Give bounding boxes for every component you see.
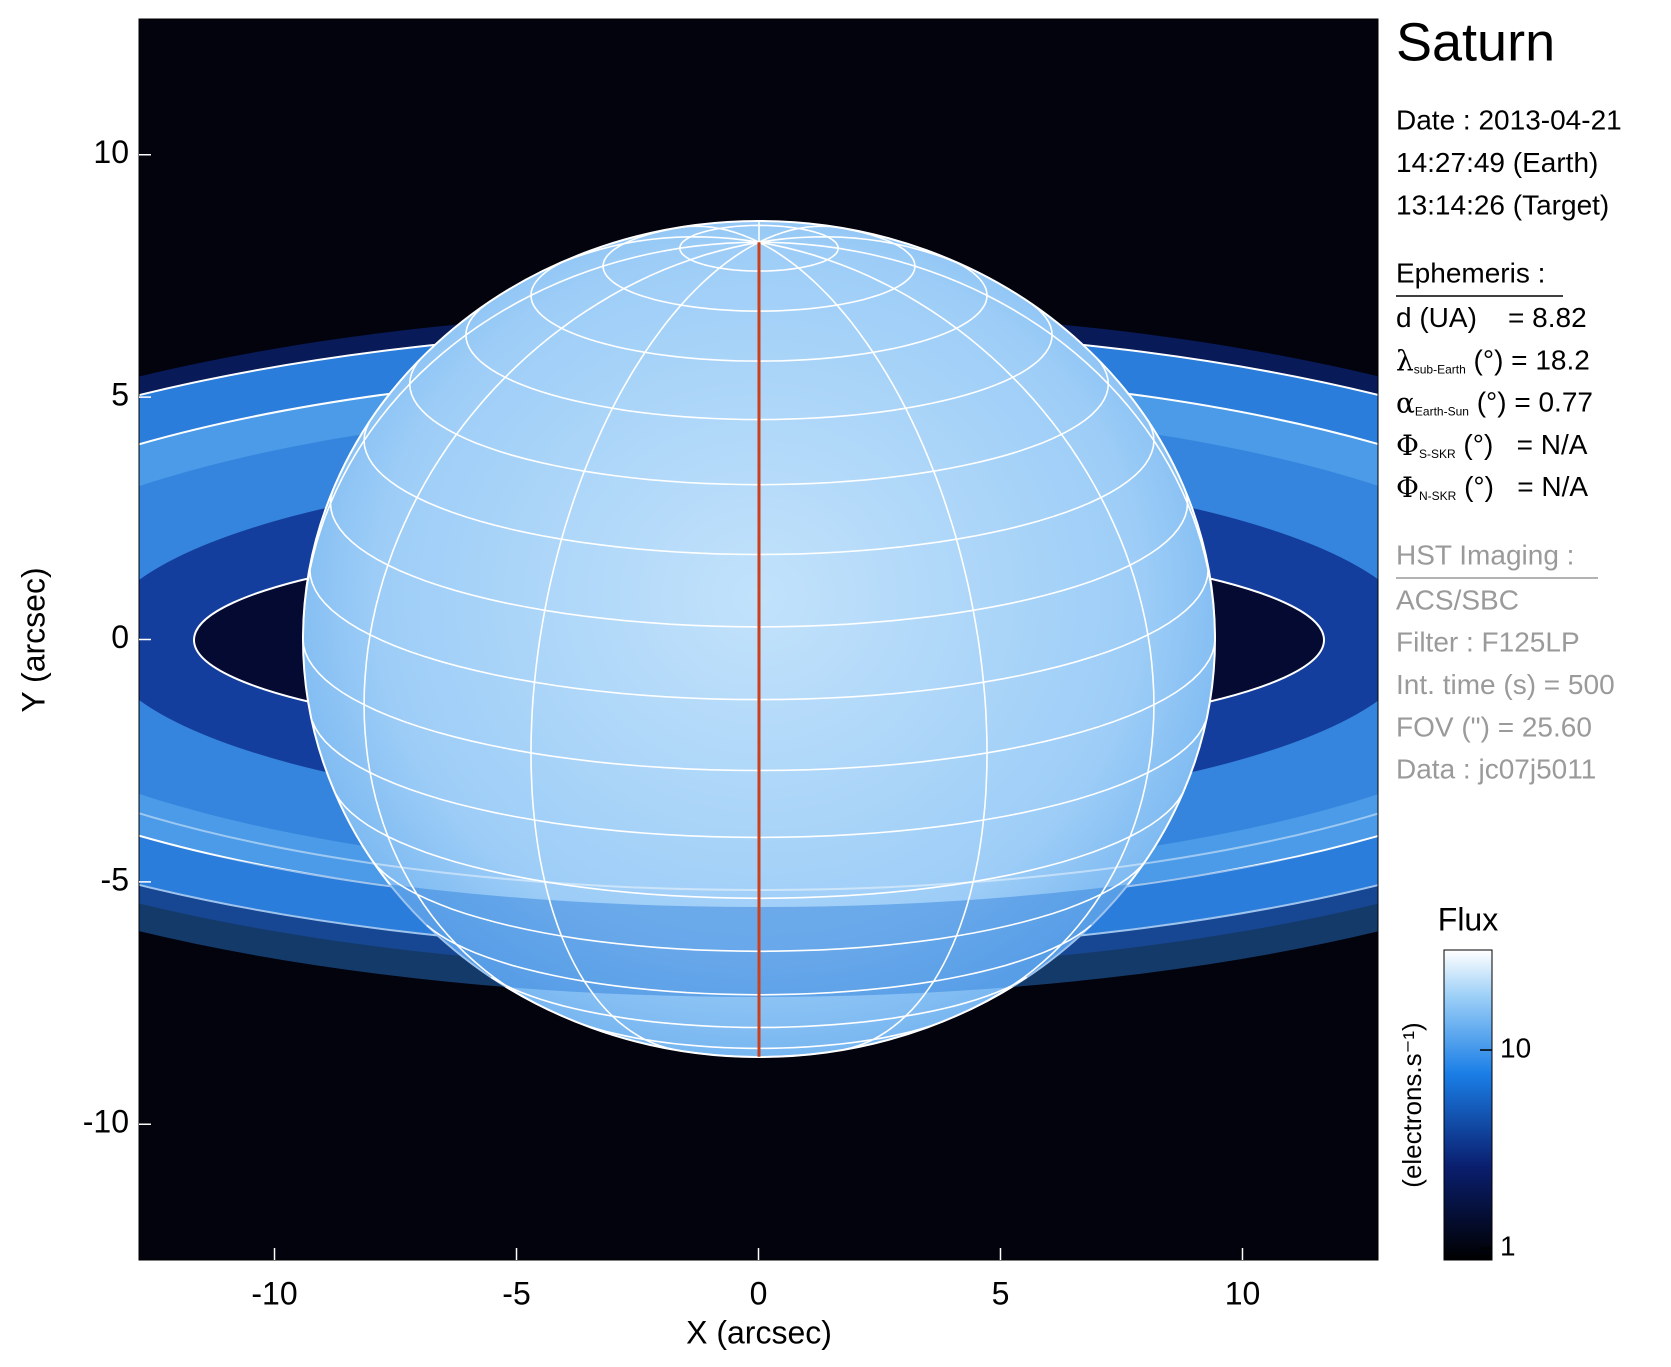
y-tick-label: -10: [83, 1104, 129, 1140]
ephemeris-row: d (UA) = 8.82: [1396, 302, 1587, 333]
subscript: S-SKR: [1419, 447, 1456, 461]
symbol: α: [1396, 386, 1415, 419]
grid-curve: [680, 225, 760, 243]
grid-curve: [363, 241, 760, 1006]
x-tick-label: 10: [1225, 1275, 1261, 1311]
y-tick-label: -5: [101, 861, 129, 897]
ephemeris-row: ΦS-SKR (°) = N/A: [1396, 428, 1588, 461]
side-panel: Date : 2013-04-21 14:27:49 (Earth) 13:14:2…: [1396, 104, 1622, 785]
y-tick-label: 5: [111, 377, 129, 413]
colorbar: [1443, 949, 1493, 1261]
symbol: Φ: [1396, 428, 1419, 461]
subscript: Earth-Sun: [1415, 405, 1469, 419]
row-text: (°) = N/A: [1456, 472, 1588, 503]
grid-curve: [758, 235, 969, 269]
colorbar-label: (electrons.s⁻¹): [1397, 1022, 1427, 1187]
ephemeris-row: αEarth-Sun (°) = 0.77: [1396, 386, 1593, 419]
grid-curve: [758, 225, 838, 243]
imaging-line: Data : jc07j5011: [1396, 754, 1596, 785]
x-tick-label: -10: [251, 1275, 297, 1311]
colorbar-tick-label: 1: [1500, 1230, 1516, 1261]
symbol: Φ: [1396, 471, 1419, 504]
ephemeris-heading: Ephemeris :: [1396, 257, 1545, 288]
imaging-line: ACS/SBC: [1396, 584, 1519, 615]
ephemeris-row: λsub-Earth (°) = 18.2: [1396, 344, 1590, 377]
subscript: sub-Earth: [1414, 362, 1466, 376]
date-line: 14:27:49 (Earth): [1396, 147, 1598, 178]
x-tick-label: 0: [750, 1275, 768, 1311]
y-axis-label: Y (arcsec): [15, 567, 51, 712]
grid-curve: [758, 241, 1155, 1006]
image: [139, 19, 1378, 1260]
x-axis-label: X (arcsec): [686, 1314, 832, 1350]
x-tick-label: -5: [502, 1275, 530, 1311]
grid-curve: [758, 241, 1216, 640]
globe-grid: [302, 221, 1216, 1058]
imaging-line: Filter : F125LP: [1396, 627, 1580, 658]
row-text: (°) = N/A: [1456, 429, 1588, 460]
date-line: Date : 2013-04-21: [1396, 104, 1622, 135]
row-text: (°) = 0.77: [1469, 387, 1593, 418]
ephemeris-row: ΦN-SKR (°) = N/A: [1396, 471, 1588, 504]
grid-curve: [549, 235, 760, 269]
y-tick-label: 10: [93, 134, 129, 170]
colorbar-title: Flux: [1438, 901, 1498, 937]
grid-curve: [530, 241, 760, 1051]
y-tick-label: 0: [111, 619, 129, 655]
date-line: 13:14:26 (Target): [1396, 189, 1609, 220]
panel-title: Saturn: [1396, 12, 1555, 72]
symbol: λ: [1396, 344, 1414, 377]
x-tick-label: 5: [992, 1275, 1010, 1311]
row-text: d (UA) = 8.82: [1396, 302, 1587, 333]
colorbar-tick-label: 10: [1500, 1032, 1531, 1063]
grid-curve: [302, 241, 760, 626]
row-text: (°) = 18.2: [1466, 345, 1590, 376]
grid-curve: [758, 241, 988, 1051]
imaging-heading: HST Imaging :: [1396, 539, 1574, 570]
subscript: N-SKR: [1419, 489, 1457, 503]
imaging-line: Int. time (s) = 500: [1396, 669, 1615, 700]
imaging-line: FOV (") = 25.60: [1396, 711, 1592, 742]
